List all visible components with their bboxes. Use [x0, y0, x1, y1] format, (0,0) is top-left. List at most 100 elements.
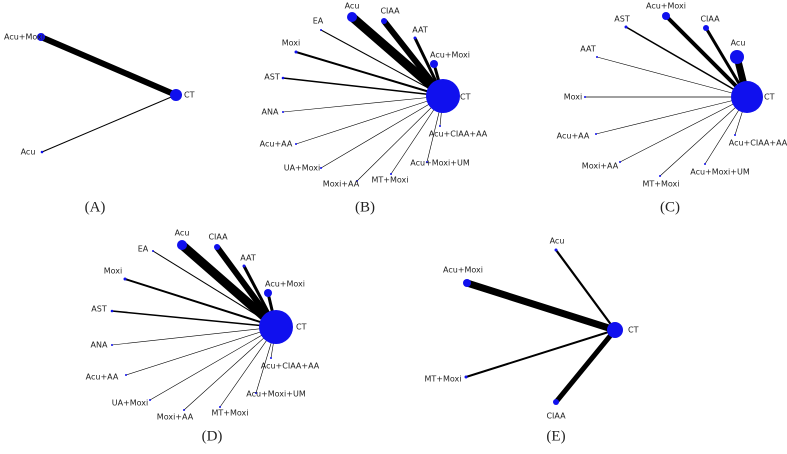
node-label: CT: [184, 91, 195, 100]
edge: [619, 96, 748, 163]
node: [149, 399, 151, 401]
node: [264, 289, 272, 297]
node-label: Moxi+AA: [323, 180, 360, 189]
edges: [465, 249, 617, 404]
edge: [465, 329, 616, 378]
edge: [149, 326, 277, 401]
node-label: AST: [91, 305, 107, 314]
edge: [282, 95, 444, 113]
node: [295, 143, 297, 145]
node: [659, 175, 661, 177]
node-label: MT+Moxi: [425, 375, 462, 384]
node: [662, 12, 670, 20]
node-label: AAT: [240, 254, 256, 263]
edge: [295, 51, 444, 97]
edge: [320, 95, 444, 169]
node: [624, 25, 628, 29]
node: [426, 79, 460, 113]
node: [413, 36, 417, 40]
edge: [152, 250, 277, 328]
edge: [125, 326, 277, 376]
node-label: Acu+AA: [557, 132, 590, 141]
node-label: Acu: [175, 229, 190, 238]
node-labels: CT AST Acu+Moxi CIAA Acu AAT Moxi Acu+AA Moxi+AA…: [557, 2, 787, 189]
node-label: Acu: [345, 2, 360, 11]
node: [356, 180, 358, 182]
node: [214, 244, 220, 250]
node: [40, 150, 44, 154]
node: [320, 29, 322, 31]
node: [110, 309, 114, 313]
edge: [111, 310, 277, 328]
node-label: AAT: [580, 45, 596, 54]
node: [553, 399, 559, 405]
edge: [625, 26, 748, 98]
node: [183, 409, 185, 411]
node-label: CIAA: [546, 412, 566, 421]
node: [463, 279, 471, 287]
node: [281, 76, 285, 80]
node-label: CIAA: [208, 233, 228, 242]
node-label: CIAA: [700, 15, 720, 24]
node-label: AAT: [412, 26, 428, 35]
node-label: MT+Moxi: [643, 180, 680, 189]
node: [734, 134, 736, 136]
node-label: CT: [764, 93, 775, 102]
node: [294, 50, 298, 54]
edge: [596, 56, 748, 98]
node: [37, 33, 45, 41]
node: [270, 357, 272, 359]
edge: [183, 326, 277, 411]
network-panel: CT Acu+Moxi Acu (A): [4, 33, 195, 216]
node-label: EA: [138, 245, 149, 254]
edge: [465, 279, 617, 334]
nodes: [584, 12, 763, 177]
edge: [41, 94, 177, 153]
edge: [111, 326, 277, 346]
edge: [124, 278, 277, 328]
node: [125, 374, 127, 376]
node: [381, 18, 387, 24]
network-panel: CT AST Acu+Moxi CIAA Acu AAT Moxi Acu+AA Moxi+AA…: [557, 2, 787, 216]
node: [426, 161, 428, 163]
node-label: Acu+Moxi+UM: [410, 159, 470, 168]
node-label: ANA: [91, 341, 108, 350]
node-label: Acu+Moxi+UM: [690, 168, 750, 177]
edge: [349, 13, 446, 100]
node: [595, 133, 597, 135]
panel-label: (B): [355, 199, 375, 215]
edge: [595, 96, 748, 135]
node-label: Acu+AA: [260, 140, 293, 149]
node: [704, 163, 706, 165]
edge: [555, 249, 616, 331]
node: [584, 96, 586, 98]
node: [607, 322, 623, 338]
panel-label: (A): [85, 199, 106, 215]
node-labels: CT Acu CIAA AAT Acu+Moxi EA Moxi AST ANA Acu+AA UA…: [86, 229, 320, 422]
nodes: [463, 248, 623, 405]
node-label: Acu+Moxi: [430, 51, 470, 60]
node: [430, 60, 438, 68]
node-label: CT: [628, 326, 639, 335]
node-label: Acu+Moxi: [646, 2, 686, 11]
node-label: UA+Moxi: [112, 399, 149, 408]
node: [703, 25, 709, 31]
edge: [659, 96, 748, 177]
node-label: EA: [313, 17, 324, 26]
node-label: Acu+CIAA+AA: [429, 130, 488, 139]
node-label: Acu+Moxi: [265, 280, 305, 289]
edge: [356, 95, 444, 182]
node: [123, 277, 127, 281]
panel-label: (E): [546, 428, 565, 444]
node: [619, 161, 621, 163]
node: [464, 375, 468, 379]
edge: [664, 14, 749, 99]
node-label: Acu+CIAA+AA: [261, 362, 320, 371]
edge: [282, 77, 444, 97]
edges: [39, 34, 178, 153]
edge: [554, 328, 617, 404]
nodes: [281, 12, 460, 182]
node-label: Moxi: [104, 267, 123, 276]
node: [177, 240, 187, 250]
